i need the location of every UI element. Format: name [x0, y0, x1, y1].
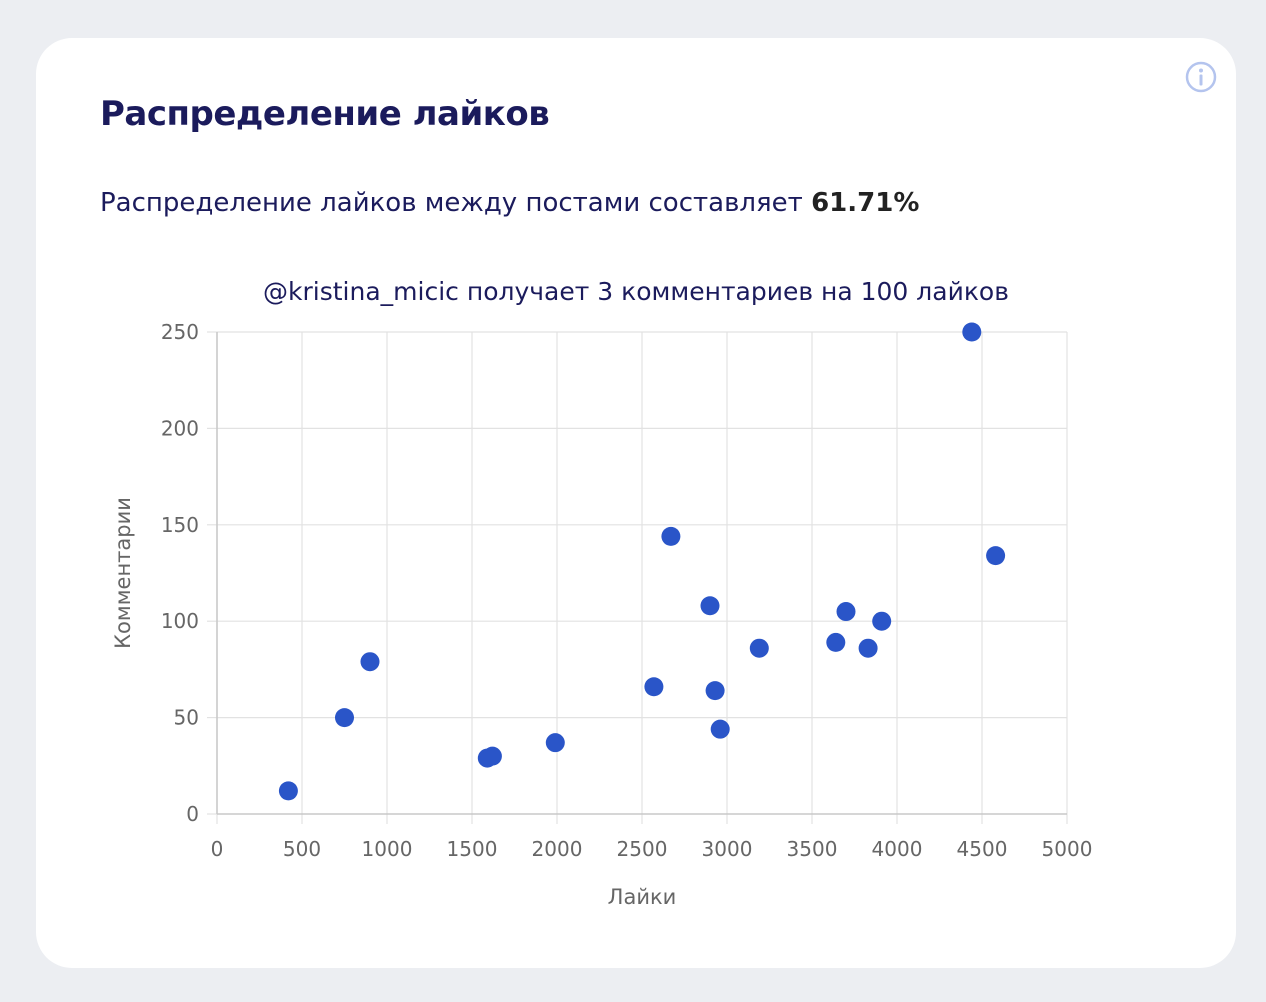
- data-point[interactable]: [872, 611, 892, 631]
- data-point[interactable]: [962, 322, 982, 342]
- x-tick-label: 4000: [872, 837, 923, 861]
- x-tick-label: 4500: [957, 837, 1008, 861]
- x-tick-label: 1500: [447, 837, 498, 861]
- x-tick-label: 3000: [702, 837, 753, 861]
- data-point[interactable]: [858, 638, 878, 658]
- data-point[interactable]: [836, 602, 856, 622]
- data-point[interactable]: [360, 652, 380, 672]
- card-title: Распределение лайков: [100, 94, 550, 134]
- y-tick-label: 100: [161, 609, 199, 633]
- tick-labels: 0 500 1000 1500 2000 2500 3000 3500 4000 4500 5000…: [161, 320, 1093, 861]
- likes-distribution-card: Распределение лайков Распределение лайко…: [36, 38, 1236, 968]
- y-tick-label: 200: [161, 416, 199, 440]
- data-point[interactable]: [644, 677, 664, 697]
- y-tick-label: 250: [161, 320, 199, 344]
- summary-text: Распределение лайков между постами соста…: [100, 188, 919, 218]
- x-tick-label: 5000: [1042, 837, 1093, 861]
- x-tick-label: 2000: [532, 837, 583, 861]
- x-tick-label: 1000: [362, 837, 413, 861]
- data-point[interactable]: [705, 681, 725, 701]
- x-tick-label: 0: [211, 837, 224, 861]
- summary-prefix: Распределение лайков между постами соста…: [100, 188, 803, 218]
- data-point[interactable]: [710, 719, 730, 739]
- chart-title: @kristina_micic получает 3 комментариев …: [263, 277, 1009, 306]
- x-tick-label: 500: [283, 837, 321, 861]
- data-point[interactable]: [986, 546, 1006, 566]
- data-point[interactable]: [335, 708, 354, 728]
- y-axis-label: Комментарии: [111, 497, 135, 649]
- data-point[interactable]: [482, 746, 502, 766]
- info-circle-icon[interactable]: [1184, 60, 1218, 94]
- data-point[interactable]: [749, 638, 769, 658]
- summary-value: 61.71%: [811, 188, 920, 218]
- y-tick-label: 50: [174, 706, 199, 730]
- axes: [207, 331, 1068, 824]
- x-tick-label: 3500: [787, 837, 838, 861]
- x-axis-label: Лайки: [608, 885, 677, 909]
- data-point[interactable]: [278, 781, 298, 801]
- data-point[interactable]: [545, 733, 565, 753]
- y-tick-label: 150: [161, 513, 199, 537]
- data-point[interactable]: [661, 526, 681, 546]
- data-points: [278, 322, 1006, 801]
- grid-lines: [216, 331, 1068, 814]
- y-tick-label: 0: [186, 802, 199, 826]
- x-tick-label: 2500: [617, 837, 668, 861]
- data-point[interactable]: [700, 596, 720, 616]
- data-point[interactable]: [826, 632, 846, 652]
